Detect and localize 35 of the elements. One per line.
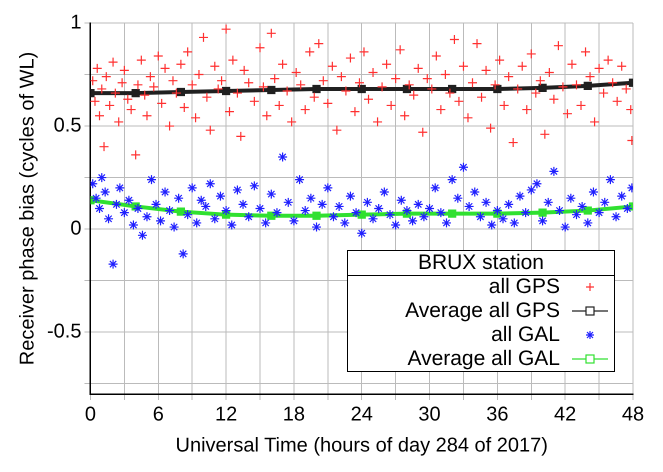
point (584, 82, 592, 90)
point (222, 86, 230, 96)
point (267, 212, 276, 220)
x-axis-title: Universal Time (hours of day 284 of 2017) (176, 434, 548, 457)
legend-label: all GPS (488, 275, 560, 299)
y-tick-label: 0.5 (54, 114, 82, 137)
point (176, 88, 186, 96)
y-axis-title: Receiver phase bias (cycles of WL) (16, 52, 39, 366)
x-tick-label: 18 (282, 404, 306, 426)
legend-label: all GAL (491, 323, 560, 347)
point (538, 84, 547, 92)
y-tick-label: -0.5 (46, 320, 82, 343)
x-tick-label: 48 (622, 404, 644, 426)
point (358, 210, 366, 219)
legend-label: Average all GAL (407, 347, 560, 371)
x-tick-label: 12 (214, 404, 238, 426)
x-tick-label: 36 (486, 404, 508, 426)
point (312, 84, 321, 94)
point (358, 84, 366, 94)
point (132, 88, 140, 98)
y-tick-label: 0 (70, 218, 82, 240)
legend-label: Average all GPS (405, 299, 560, 323)
y-tick-label: 1 (70, 12, 82, 34)
point (538, 208, 547, 217)
point (584, 206, 592, 215)
point (267, 86, 276, 94)
x-tick-label: 30 (418, 404, 441, 426)
point (448, 210, 456, 218)
x-tick-label: 6 (152, 404, 164, 426)
legend-title: BRUX station (346, 250, 615, 276)
point (176, 207, 186, 216)
x-tick-label: 0 (84, 404, 96, 426)
x-tick-label: 42 (554, 404, 576, 426)
x-tick-label: 24 (350, 404, 373, 426)
point (312, 212, 321, 220)
